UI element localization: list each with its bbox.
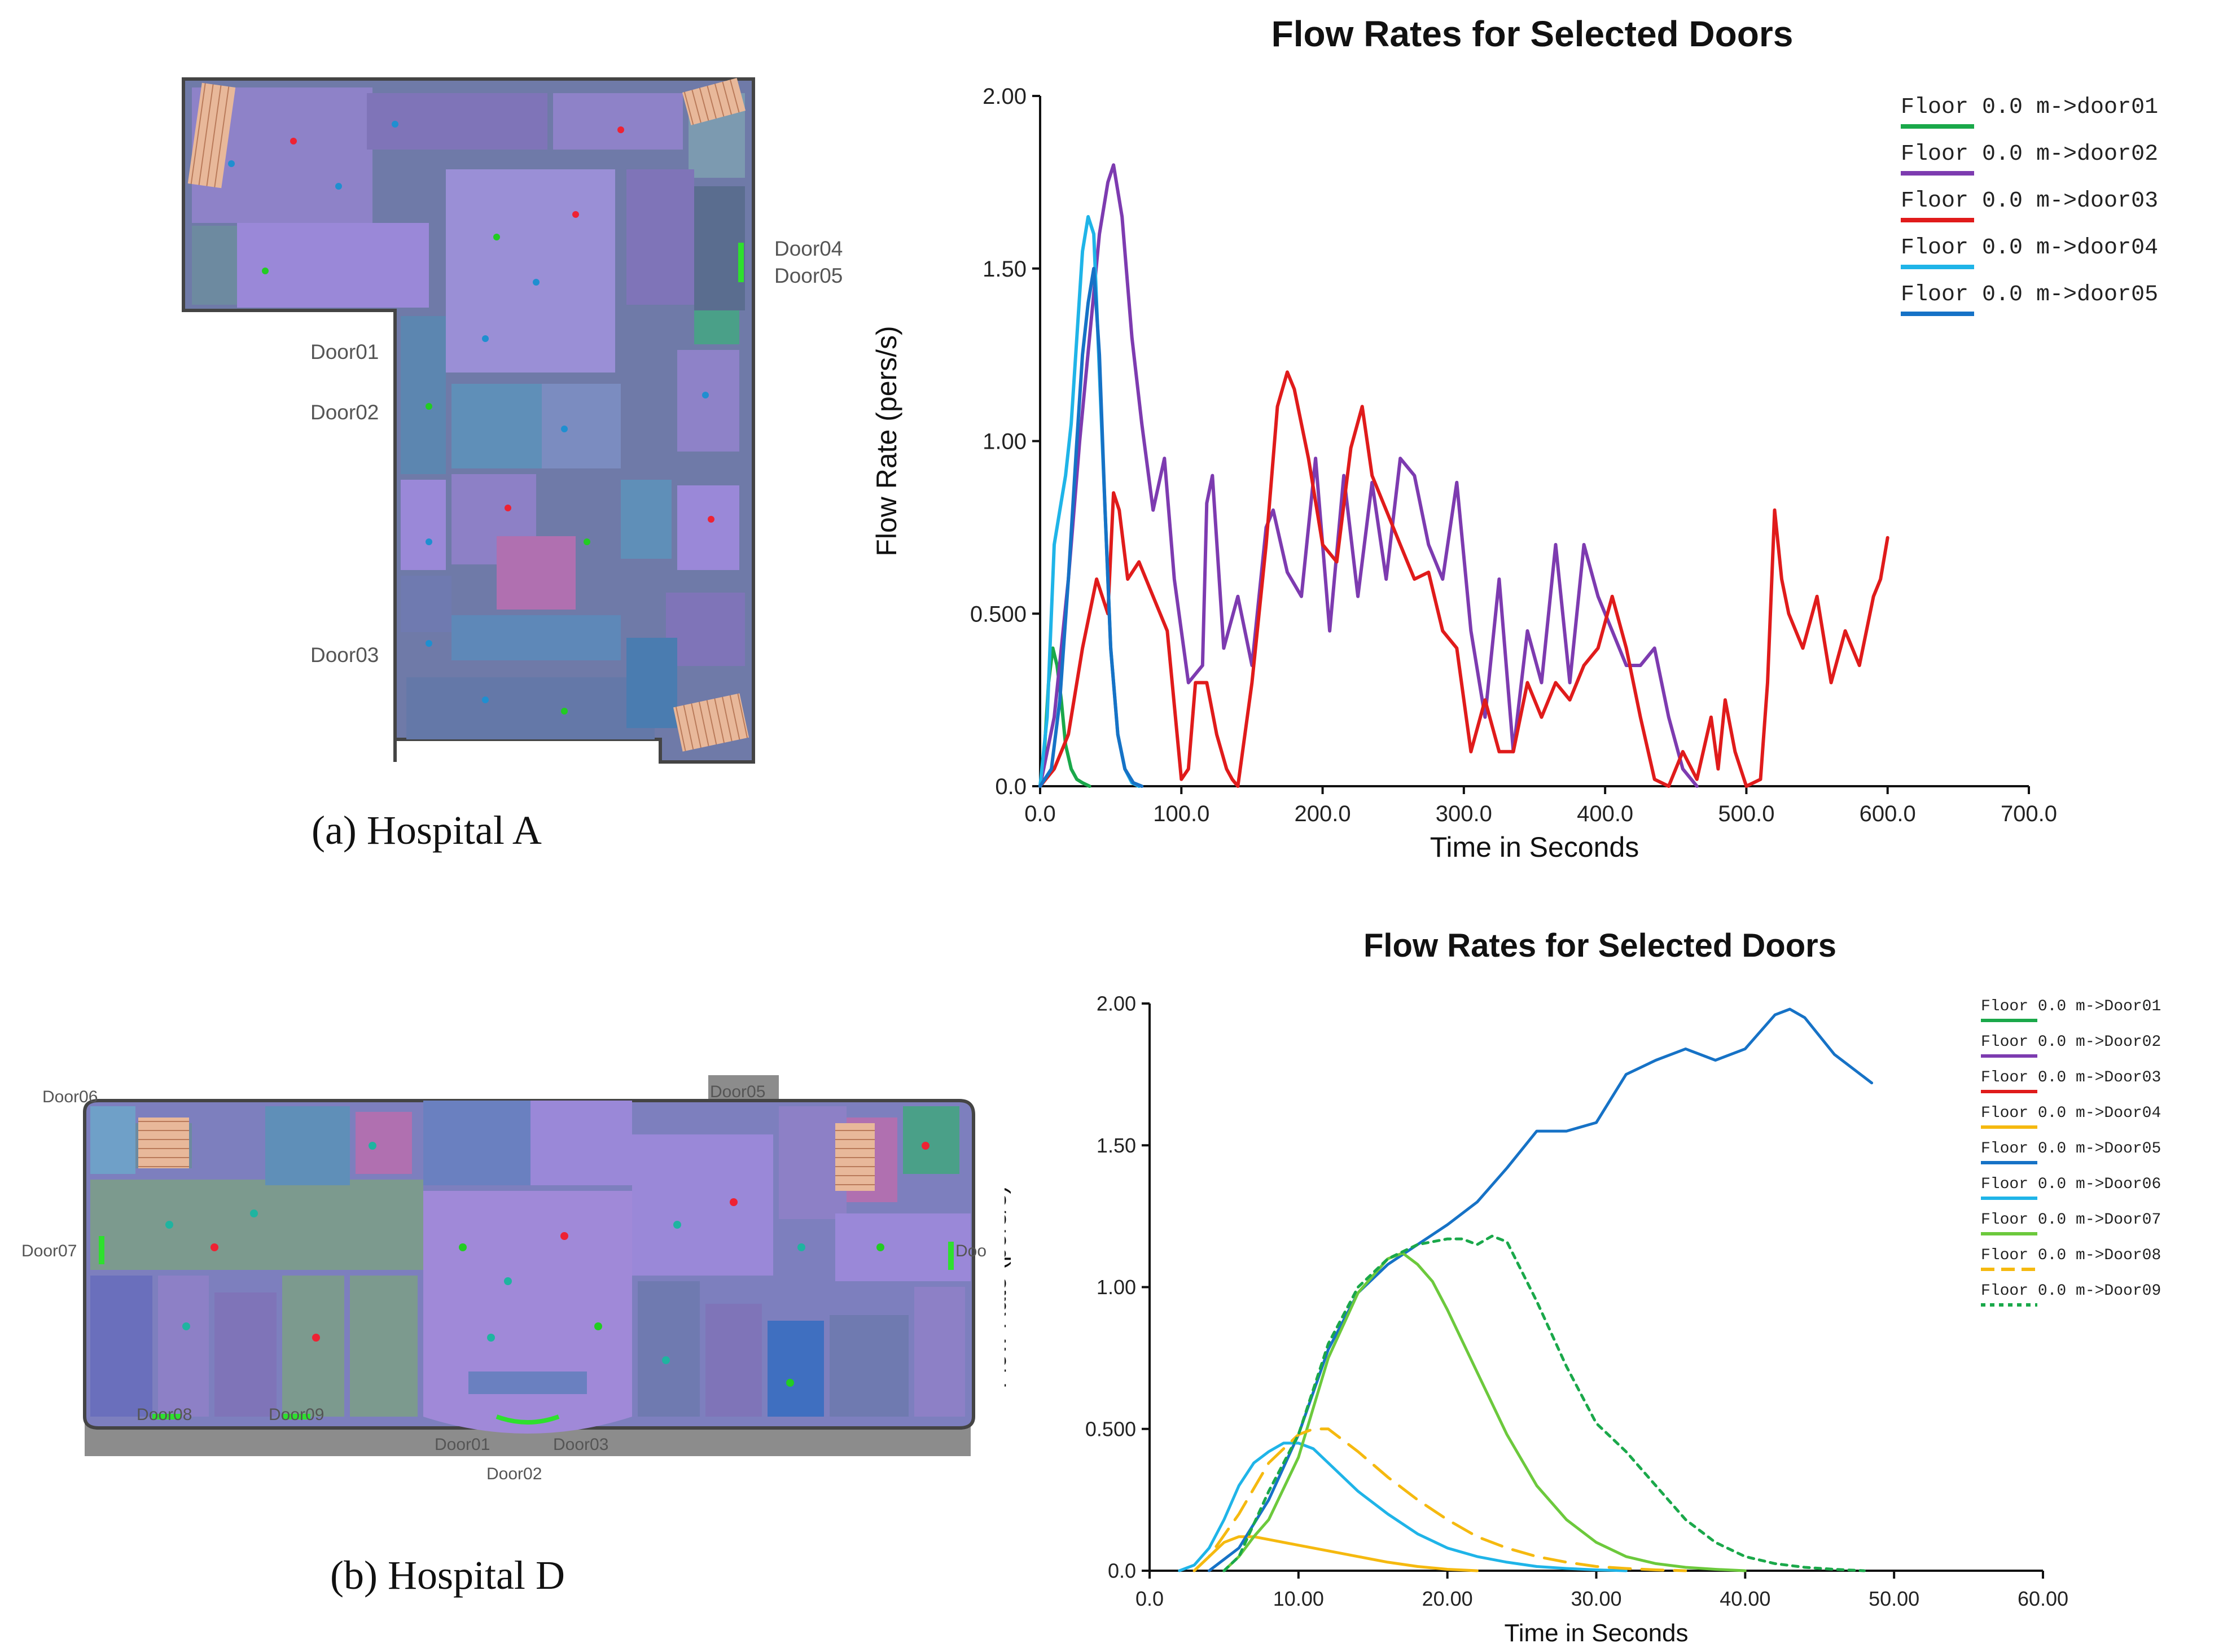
legend-label-9: Floor 0.0 m->Door09: [1981, 1282, 2161, 1300]
x-tick-label: 400.0: [1577, 801, 1633, 826]
series-line-8: [1192, 1427, 1687, 1572]
x-tick-label: 500.0: [1718, 801, 1774, 826]
y-tick-label: 0.500: [1085, 1417, 1136, 1440]
x-tick-label: 200.0: [1295, 801, 1351, 826]
legend-label-1: Floor 0.0 m->door01: [1901, 95, 2158, 120]
door-label-a-05: Door05: [774, 264, 843, 287]
series-line-3: [1038, 370, 1889, 788]
legend-label-2: Floor 0.0 m->door02: [1901, 142, 2158, 167]
x-tick-label: 50.00: [1869, 1587, 1919, 1610]
y-tick-label: 2.00: [983, 84, 1027, 109]
legend-label-5: Floor 0.0 m->door05: [1901, 282, 2158, 308]
occupant-dots: [228, 121, 714, 715]
door-label-a-02: Door02: [310, 401, 379, 424]
x-tick-label: 100.0: [1153, 801, 1209, 826]
door-label-d-03: Door03: [553, 1435, 609, 1454]
door-label-d-01: Door01: [435, 1435, 490, 1454]
hospital-d-panel: Door06 Door05 Door07 Door08 Door09 Door0…: [0, 931, 1016, 1637]
chart-title: Flow Rates for Selected Doors: [1271, 14, 1794, 54]
door-label-d-02: Door02: [486, 1465, 542, 1483]
y-tick-label: 0.0: [995, 774, 1027, 799]
series-line-9: [1222, 1234, 1866, 1572]
legend-label-4: Floor 0.0 m->Door04: [1981, 1105, 2161, 1122]
x-axis-label: Time in Seconds: [1430, 831, 1639, 863]
series-line-5: [1038, 266, 1144, 788]
chart-a: Flow Rates for Selected Doors 0.0 100.0 200…: [871, 14, 2158, 863]
y-axis-label: Flow Rate (pers/s): [1005, 1186, 1011, 1388]
legend-label-4: Floor 0.0 m->door04: [1901, 235, 2158, 261]
series-line-2: [1038, 163, 1699, 788]
door-label-d-07: Door07: [21, 1242, 77, 1260]
door-label-d-cut: Doo: [955, 1242, 987, 1260]
x-tick-label: 40.00: [1720, 1587, 1770, 1610]
legend-label-1: Floor 0.0 m->Door01: [1981, 998, 2161, 1015]
legend-label-7: Floor 0.0 m->Door07: [1981, 1211, 2161, 1229]
y-axis-label: Flow Rate (pers/s): [871, 326, 902, 556]
legend-label-8: Floor 0.0 m->Door08: [1981, 1247, 2161, 1264]
y-tick-label: 1.00: [1097, 1276, 1136, 1299]
y-tick-label: 0.500: [970, 602, 1027, 626]
series-line-6: [1178, 1441, 1628, 1572]
x-tick-label: 0.0: [1135, 1587, 1164, 1610]
x-tick-label: 700.0: [2001, 801, 2057, 826]
occupant-dots: [165, 1142, 929, 1387]
door-label-d-06: Door06: [42, 1088, 98, 1106]
door-label-d-09: Door09: [269, 1405, 325, 1424]
hospital-d-floor-plan: [83, 1075, 975, 1456]
x-tick-label: 60.00: [2018, 1587, 2068, 1610]
chart-b: Flow Rates for Selected Doors 0.0 10.00 20.…: [1005, 927, 2161, 1647]
x-axis-label: Time in Seconds: [1504, 1619, 1688, 1647]
y-tick-label: 2.00: [1097, 992, 1136, 1015]
series-line-4: [1192, 1535, 1479, 1572]
legend-label-2: Floor 0.0 m->Door02: [1981, 1033, 2161, 1051]
door-label-a-03: Door03: [310, 643, 379, 667]
legend-label-6: Floor 0.0 m->Door06: [1981, 1176, 2161, 1193]
x-tick-label: 0.0: [1024, 801, 1056, 826]
caption-hospital-d: (b) Hospital D: [330, 1553, 565, 1598]
door-label-d-08: Door08: [137, 1405, 192, 1424]
series-line-7: [1222, 1251, 1747, 1572]
legend-label-3: Floor 0.0 m->door03: [1901, 189, 2158, 214]
legend-label-5: Floor 0.0 m->Door05: [1981, 1140, 2161, 1158]
x-tick-label: 20.00: [1422, 1587, 1473, 1610]
door-label-a-04: Door04: [774, 237, 843, 260]
x-tick-label: 10.00: [1273, 1587, 1324, 1610]
x-tick-label: 600.0: [1860, 801, 1916, 826]
y-tick-label: 1.00: [983, 430, 1027, 454]
chart-title: Flow Rates for Selected Doors: [1363, 927, 1836, 964]
y-tick-label: 1.50: [1097, 1134, 1136, 1157]
hospital-a-floor-plan: [182, 77, 755, 764]
series-line-5: [1208, 1007, 1874, 1572]
legend-label-3: Floor 0.0 m->Door03: [1981, 1069, 2161, 1086]
y-tick-label: 0.0: [1108, 1559, 1136, 1583]
hospital-a-panel: Door01 Door02 Door03 Door04 Door05 (a) H…: [0, 0, 880, 880]
x-tick-label: 30.00: [1571, 1587, 1621, 1610]
door-label-d-05: Door05: [710, 1083, 766, 1101]
door-label-a-01: Door01: [310, 340, 379, 363]
caption-hospital-a: (a) Hospital A: [312, 808, 542, 853]
x-tick-label: 300.0: [1436, 801, 1492, 826]
y-tick-label: 1.50: [983, 257, 1027, 282]
